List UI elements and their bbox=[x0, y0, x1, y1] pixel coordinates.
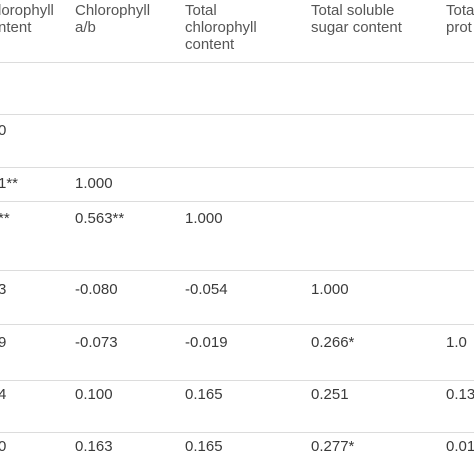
table-cell: 1.0 bbox=[446, 334, 467, 351]
table-cell: 1.000 bbox=[311, 281, 349, 298]
header-cell: lorophyll bbox=[0, 2, 54, 19]
row-divider bbox=[0, 432, 474, 433]
table-cell: 1.000 bbox=[75, 175, 113, 192]
table-cell: 0.13 bbox=[446, 386, 474, 403]
table-cell: -0.054 bbox=[185, 281, 228, 298]
table-cell: 0.165 bbox=[185, 438, 223, 455]
row-divider bbox=[0, 167, 474, 168]
table-cell: -0.080 bbox=[75, 281, 118, 298]
table-cell: 0 bbox=[0, 122, 7, 139]
table-cell: -0.073 bbox=[75, 334, 118, 351]
table-cell: 0.277* bbox=[311, 438, 355, 455]
header-cell: prot bbox=[446, 19, 472, 36]
table-cell: 1.000 bbox=[185, 210, 223, 227]
row-divider bbox=[0, 380, 474, 381]
table-cell: 4 bbox=[0, 386, 7, 403]
row-divider bbox=[0, 114, 474, 115]
table-cell: 0.251 bbox=[311, 386, 349, 403]
row-divider bbox=[0, 324, 474, 325]
header-cell: ntent bbox=[0, 19, 32, 36]
header-cell: Chlorophyll bbox=[75, 2, 151, 19]
table-cell: 1** bbox=[0, 175, 19, 192]
table-cell: -0.019 bbox=[185, 334, 228, 351]
table-cell: 0.163 bbox=[75, 438, 113, 455]
header-cell: Total soluble bbox=[311, 2, 395, 19]
table-cell: 0.100 bbox=[75, 386, 113, 403]
table-cell: 0 bbox=[0, 438, 7, 455]
table-cell: 3 bbox=[0, 281, 7, 298]
table-cell: ** bbox=[0, 210, 10, 227]
table-cell: 9 bbox=[0, 334, 7, 351]
row-divider bbox=[0, 201, 474, 202]
header-cell: chlorophyll bbox=[185, 19, 257, 36]
row-divider bbox=[0, 62, 474, 63]
table-cell: 0.165 bbox=[185, 386, 223, 403]
header-cell: a/b bbox=[75, 19, 96, 36]
row-divider bbox=[0, 270, 474, 271]
header-cell: sugar content bbox=[311, 19, 402, 36]
table-cell: 0.563** bbox=[75, 210, 125, 227]
table-cell: 0.266* bbox=[311, 334, 355, 351]
header-cell: Tota bbox=[446, 2, 474, 19]
table-cell: 0.01 bbox=[446, 438, 474, 455]
header-cell: Total bbox=[185, 2, 217, 19]
header-cell: content bbox=[185, 36, 235, 53]
